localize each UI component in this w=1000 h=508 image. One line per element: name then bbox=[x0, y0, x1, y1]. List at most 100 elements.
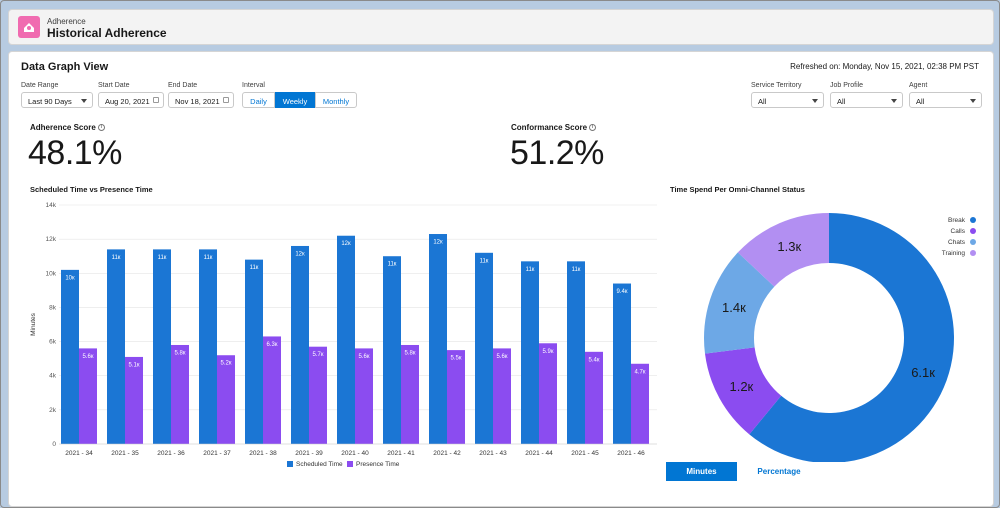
bar-scheduled-time[interactable] bbox=[199, 249, 217, 444]
y-tick-label: 0 bbox=[52, 441, 56, 448]
bar-scheduled-time[interactable] bbox=[567, 261, 585, 444]
bar-presence-time[interactable] bbox=[125, 356, 143, 444]
legend-label: Presence Time bbox=[356, 461, 400, 468]
donut-slice-label: 1.2к bbox=[729, 379, 753, 394]
bar-data-label: 5.7к bbox=[313, 352, 324, 358]
x-tick-label: 2021 - 38 bbox=[249, 450, 277, 457]
legend-swatch bbox=[287, 461, 293, 467]
bar-data-label: 11к bbox=[158, 255, 167, 261]
x-tick-label: 2021 - 46 bbox=[617, 450, 645, 457]
service-territory-value: All bbox=[758, 97, 767, 106]
bar-presence-time[interactable] bbox=[585, 351, 603, 444]
chevron-down-icon bbox=[812, 99, 818, 103]
interval-daily-button[interactable]: Daily bbox=[242, 92, 275, 108]
end-date-value: Nov 18, 2021 bbox=[175, 97, 220, 106]
bar-presence-time[interactable] bbox=[539, 343, 557, 444]
donut-slice-label: 1.4к bbox=[722, 300, 746, 315]
donut-slice-calls[interactable] bbox=[704, 347, 782, 435]
header-subtitle: Adherence bbox=[47, 17, 86, 26]
bar-presence-time[interactable] bbox=[309, 346, 327, 444]
job-profile-label: Job Profile bbox=[830, 82, 864, 89]
y-tick-label: 4k bbox=[49, 373, 57, 380]
conformance-score-label: Conformance Score i bbox=[511, 123, 597, 132]
donut-slice-training[interactable] bbox=[737, 213, 829, 287]
bar-scheduled-time[interactable] bbox=[521, 261, 539, 444]
bar-presence-time[interactable] bbox=[217, 355, 235, 444]
bar-data-label: 11к bbox=[204, 255, 213, 261]
x-tick-label: 2021 - 40 bbox=[341, 450, 369, 457]
bar-data-label: 5.2к bbox=[221, 361, 232, 367]
bar-scheduled-time[interactable] bbox=[429, 234, 447, 444]
x-tick-label: 2021 - 35 bbox=[111, 450, 139, 457]
date-range-value: Last 90 Days bbox=[28, 97, 72, 106]
bar-scheduled-time[interactable] bbox=[61, 269, 79, 444]
adherence-score-text: Adherence Score bbox=[30, 123, 96, 132]
bar-presence-time[interactable] bbox=[79, 348, 97, 444]
adherence-app-icon bbox=[18, 16, 40, 38]
start-date-input[interactable]: Aug 20, 2021 bbox=[98, 92, 164, 108]
minutes-toggle-button[interactable]: Minutes bbox=[666, 462, 737, 481]
bar-scheduled-time[interactable] bbox=[291, 245, 309, 444]
bar-scheduled-time[interactable] bbox=[383, 256, 401, 444]
bar-presence-time[interactable] bbox=[355, 348, 373, 444]
bar-data-label: 5.8к bbox=[405, 350, 416, 356]
legend-label: Calls bbox=[951, 228, 966, 235]
bar-data-label: 12к bbox=[295, 251, 305, 257]
interval-weekly-button[interactable]: Weekly bbox=[275, 92, 315, 108]
y-tick-label: 10k bbox=[46, 270, 57, 277]
legend-label: Break bbox=[948, 217, 966, 224]
bar-data-label: 5.9к bbox=[543, 349, 554, 355]
bar-data-label: 5.6к bbox=[497, 354, 508, 360]
x-tick-label: 2021 - 43 bbox=[479, 450, 507, 457]
bar-data-label: 12к bbox=[341, 241, 351, 247]
donut-slice-label: 1.3к bbox=[777, 239, 801, 254]
legend-label: Training bbox=[942, 250, 966, 257]
bar-data-label: 11к bbox=[526, 267, 535, 273]
x-tick-label: 2021 - 41 bbox=[387, 450, 415, 457]
bar-scheduled-time[interactable] bbox=[475, 252, 493, 444]
bar-data-label: 5.6к bbox=[359, 354, 370, 360]
x-tick-label: 2021 - 37 bbox=[203, 450, 231, 457]
interval-label: Interval bbox=[242, 82, 265, 89]
bar-presence-time[interactable] bbox=[493, 348, 511, 444]
chevron-down-icon bbox=[970, 99, 976, 103]
end-date-input[interactable]: Nov 18, 2021 bbox=[168, 92, 234, 108]
bar-scheduled-time[interactable] bbox=[245, 259, 263, 444]
job-profile-select[interactable]: All bbox=[830, 92, 903, 108]
info-icon[interactable]: i bbox=[589, 124, 597, 132]
legend-label: Chats bbox=[948, 239, 966, 246]
donut-slice-break[interactable] bbox=[749, 213, 954, 462]
bar-presence-time[interactable] bbox=[401, 344, 419, 444]
date-range-select[interactable]: Last 90 Days bbox=[21, 92, 93, 108]
bar-data-label: 10к bbox=[65, 275, 75, 281]
x-tick-label: 2021 - 39 bbox=[295, 450, 323, 457]
bar-presence-time[interactable] bbox=[171, 344, 189, 444]
bar-scheduled-time[interactable] bbox=[337, 235, 355, 444]
interval-monthly-button[interactable]: Monthly bbox=[315, 92, 357, 108]
x-tick-label: 2021 - 36 bbox=[157, 450, 185, 457]
bar-chart-title: Scheduled Time vs Presence Time bbox=[30, 185, 153, 194]
agent-select[interactable]: All bbox=[909, 92, 982, 108]
legend-swatch bbox=[970, 217, 976, 223]
bar-scheduled-time[interactable] bbox=[613, 283, 631, 444]
bar-presence-time[interactable] bbox=[631, 363, 649, 444]
bar-data-label: 5.5к bbox=[451, 356, 462, 362]
bar-presence-time[interactable] bbox=[447, 350, 465, 444]
bar-scheduled-time[interactable] bbox=[107, 249, 125, 444]
legend-swatch bbox=[970, 228, 976, 234]
bar-presence-time[interactable] bbox=[263, 336, 281, 444]
service-territory-label: Service Territory bbox=[751, 82, 802, 89]
percentage-toggle-button[interactable]: Percentage bbox=[737, 462, 821, 481]
service-territory-select[interactable]: All bbox=[751, 92, 824, 108]
y-tick-label: 8k bbox=[49, 304, 57, 311]
bar-scheduled-time[interactable] bbox=[153, 249, 171, 444]
bar-data-label: 11к bbox=[388, 262, 397, 268]
y-tick-label: 6k bbox=[49, 339, 57, 346]
page-header: Adherence Historical Adherence bbox=[8, 9, 994, 45]
agent-label: Agent bbox=[909, 82, 928, 89]
info-icon[interactable]: i bbox=[97, 124, 105, 132]
donut-slice-chats[interactable] bbox=[704, 252, 775, 354]
bar-data-label: 9.4к bbox=[617, 289, 628, 295]
card-title: Data Graph View bbox=[21, 61, 109, 73]
